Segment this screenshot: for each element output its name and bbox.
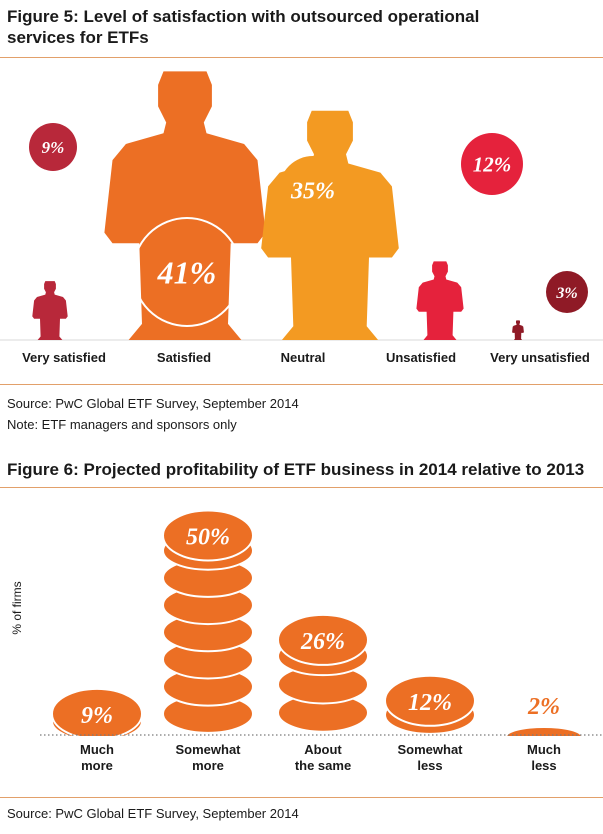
- value-label: 9%: [81, 703, 113, 729]
- value-label: 12%: [473, 153, 512, 177]
- category-label: Much: [527, 742, 561, 757]
- figure-6-source: Source: PwC Global ETF Survey, September…: [7, 806, 299, 821]
- coin-stack-somewhat-less: [384, 674, 476, 735]
- category-label: more: [192, 758, 224, 773]
- person-bar-unsatisfied: [416, 261, 464, 340]
- category-label: Much: [80, 742, 114, 757]
- category-label: more: [81, 758, 113, 773]
- person-bar-very-satisfied: [32, 281, 68, 340]
- value-label: 12%: [408, 690, 452, 716]
- category-label: less: [417, 758, 442, 773]
- coin-stack-much-more: [51, 687, 143, 742]
- y-axis-label: % of firms: [10, 581, 24, 634]
- person-bar-satisfied: [104, 71, 266, 341]
- baseline-mask: [0, 736, 603, 796]
- value-label: 35%: [290, 179, 335, 205]
- category-label: Somewhat: [175, 742, 241, 757]
- category-label: Unsatisfied: [386, 350, 456, 365]
- divider: [0, 487, 603, 488]
- category-label: less: [531, 758, 556, 773]
- divider: [0, 57, 603, 58]
- person-bar-very-unsatisfied: [512, 320, 524, 340]
- value-label: 41%: [157, 255, 217, 291]
- value-bubble: [29, 123, 77, 171]
- category-label: Satisfied: [157, 350, 211, 365]
- value-label: 3%: [555, 285, 577, 302]
- category-label: Very unsatisfied: [490, 350, 590, 365]
- divider: [0, 384, 603, 385]
- figure-5-title: Figure 5: Level of satisfaction with out…: [7, 7, 480, 47]
- category-label: Neutral: [281, 350, 326, 365]
- value-label: 9%: [42, 138, 65, 157]
- value-bubble: [279, 156, 347, 224]
- value-label: 50%: [186, 525, 230, 551]
- figure-5-source: Source: PwC Global ETF Survey, September…: [7, 396, 299, 411]
- coin-stack-about-the-same: [277, 613, 369, 733]
- category-label: the same: [295, 758, 351, 773]
- value-bubble: [132, 217, 242, 327]
- category-label: Somewhat: [397, 742, 463, 757]
- value-bubble: [546, 271, 588, 313]
- satisfaction-chart: 9% Very satisfied 41% Satisfied 35% Neutral 12…: [0, 71, 603, 365]
- category-label: About: [304, 742, 342, 757]
- value-label: 2%: [527, 694, 560, 720]
- figure-6-title: Figure 6: Projected profitability of ETF…: [7, 460, 585, 479]
- category-label: Very satisfied: [22, 350, 106, 365]
- divider: [0, 797, 603, 798]
- value-bubble: [461, 133, 523, 195]
- coin-stack-somewhat-more: [162, 509, 254, 734]
- figure-5-note: Note: ETF managers and sponsors only: [7, 417, 237, 432]
- value-label: 26%: [300, 629, 345, 655]
